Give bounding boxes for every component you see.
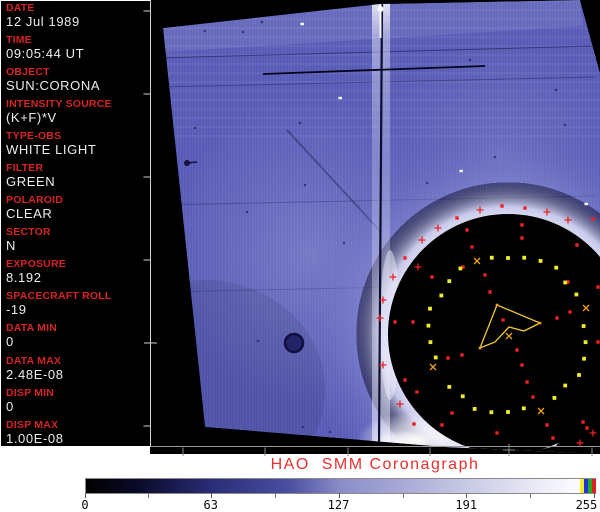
- colorbar-minor-tick: [402, 493, 404, 498]
- meta-value: SUN:CORONA: [6, 78, 101, 94]
- meta-value: N: [6, 238, 16, 254]
- pylon-flare: [377, 6, 384, 12]
- meta-value: 2.48E-08: [6, 366, 64, 382]
- colorbar-tick-label: 63: [203, 498, 218, 512]
- fiducial-line: [262, 65, 486, 75]
- meta-item: INTENSITY SOURCE (K+F)*V: [1, 99, 150, 131]
- colorbar-minor-tick: [147, 493, 149, 498]
- occulting-disk: [388, 214, 600, 454]
- colorbar: [85, 478, 596, 494]
- meta-item: DISP MAX 1.00E-08: [1, 418, 150, 452]
- white-specks: [300, 22, 588, 206]
- overlay-markers: [376, 204, 600, 447]
- meta-label: DISP MIN: [6, 386, 55, 399]
- colorbar-tick: [466, 493, 468, 498]
- colorbar-stripe: [584, 479, 589, 493]
- colorbar-tick: [85, 493, 86, 498]
- colorbar-tick-label: 127: [327, 498, 350, 512]
- meta-label: POLAROID: [6, 194, 64, 207]
- colorbar-tick-label: 191: [455, 498, 478, 512]
- meta-label: FILTER: [6, 162, 44, 175]
- colorbar-tick-label: 255: [575, 498, 598, 512]
- meta-label: DATA MIN: [6, 322, 57, 335]
- meta-value: 12 Jul 1989: [6, 14, 80, 29]
- meta-item: DISP MIN 0: [1, 386, 150, 420]
- meta-item: OBJECT SUN:CORONA: [1, 67, 150, 99]
- meta-item: DATA MIN 0: [1, 323, 150, 355]
- colorbar-tick: [594, 493, 595, 498]
- meta-label: DATA MAX: [6, 354, 62, 367]
- meta-label: DISP MAX: [6, 418, 59, 431]
- meta-label: TIME: [6, 34, 32, 47]
- colorbar-tick-label: 0: [81, 498, 89, 512]
- frame-axes: [143, 0, 600, 456]
- meta-label: TYPE-OBS: [6, 130, 62, 143]
- meta-value: 0: [6, 334, 14, 350]
- colorbar-minor-tick: [275, 493, 277, 498]
- meta-label: SPACECRAFT ROLL: [6, 290, 112, 303]
- meta-value: 09:05:44 UT: [6, 46, 85, 62]
- dust-dots: [193, 20, 567, 434]
- meta-label: SECTOR: [6, 226, 51, 239]
- meta-value: -19: [6, 302, 27, 318]
- meta-item: SECTOR N: [1, 227, 150, 259]
- meta-label: EXPOSURE: [6, 258, 66, 271]
- meta-item: TIME 09:05:44 UT: [1, 35, 150, 67]
- meta-value: 8.192: [6, 270, 42, 286]
- meta-item: TYPE-OBS WHITE LIGHT: [1, 131, 150, 163]
- meta-item: DATA MAX 2.48E-08: [1, 354, 150, 388]
- colorbar-minor-tick: [530, 493, 532, 498]
- meta-label: OBJECT: [6, 66, 50, 79]
- dark-corner: [520, 385, 600, 454]
- colorbar-tick: [210, 493, 212, 498]
- meta-item: EXPOSURE 8.192: [1, 259, 150, 291]
- colorbar-stripe: [580, 479, 585, 493]
- image-title: HAO SMM Coronagraph: [270, 456, 480, 473]
- meta-value: GREEN: [6, 174, 56, 190]
- colorbar-stripe: [592, 479, 596, 493]
- metadata-sidebar: DATE 12 Jul 1989 TIME 09:05:44 UT OBJECT SUN:…: [0, 0, 150, 447]
- colorbar-stripe: [588, 479, 592, 493]
- meta-item: POLAROID CLEAR: [1, 195, 150, 227]
- meta-value: 0: [6, 398, 14, 414]
- meta-label: INTENSITY SOURCE: [6, 98, 112, 111]
- meta-value: (K+F)*V: [6, 110, 57, 126]
- meta-item: DATE 12 Jul 1989: [1, 3, 150, 35]
- meta-value: CLEAR: [6, 206, 53, 222]
- meta-value: WHITE LIGHT: [6, 142, 97, 158]
- meta-item: SPACECRAFT ROLL -19: [1, 291, 150, 323]
- colorbar-tick: [338, 493, 340, 498]
- meta-label: DATE: [6, 2, 35, 14]
- meta-value: 1.00E-08: [6, 430, 64, 446]
- pylon: [377, 3, 384, 447]
- dark-blob: [283, 332, 305, 354]
- meta-item: FILTER GREEN: [1, 163, 150, 195]
